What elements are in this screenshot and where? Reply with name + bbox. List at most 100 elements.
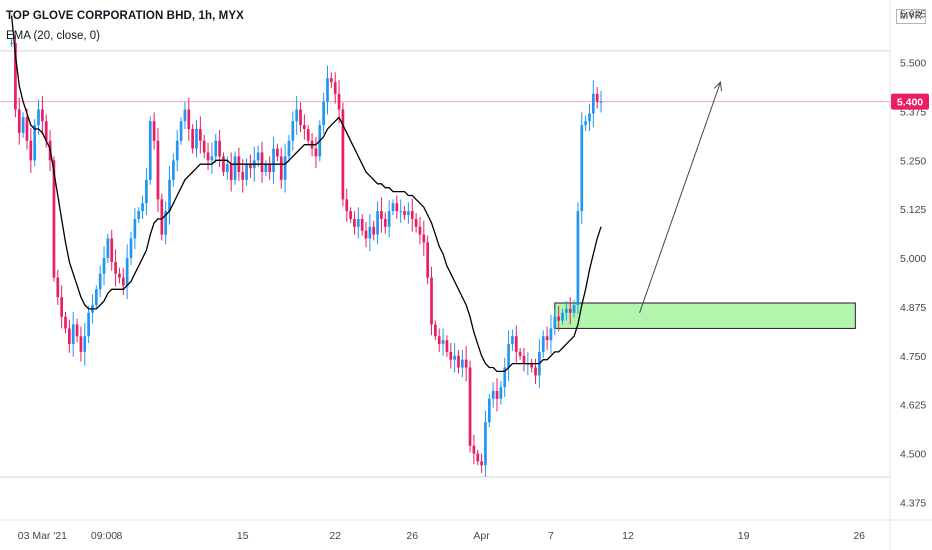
candle-42 [172,153,175,187]
candle-60 [241,159,245,193]
candle-43 [175,130,179,172]
symbol-title: TOP GLOVE CORPORATION BHD, 1h, MYX [6,10,244,22]
candle-140 [549,314,553,354]
last-price-label-bg [891,93,929,110]
candle-120 [472,434,476,465]
candle-113 [445,335,449,357]
x-tick-label: 12 [622,530,634,542]
candle-12 [56,269,60,305]
candle-130 [511,329,514,351]
candle-91 [360,214,364,236]
candle-50 [202,134,206,159]
ema-line [10,15,602,373]
candle-94 [372,220,376,241]
candle-89 [353,211,356,235]
candle-105 [414,213,418,233]
y-tick-label: 5.500 [900,58,926,70]
candle-69 [276,143,279,162]
candle-83 [329,72,333,88]
projection-arrow-line[interactable] [639,81,721,313]
candle-16 [71,311,75,357]
candle-18 [79,326,83,362]
chart-header: TOP GLOVE CORPORATION BHD, 1h, MYX EMA (… [6,10,244,42]
x-tick-label: 22 [329,530,341,542]
candle-5 [29,128,33,174]
projection-arrow-head [713,81,722,92]
candle-75 [299,102,302,132]
candle-145 [568,297,572,325]
candle-20 [87,305,90,344]
candle-90 [356,207,360,239]
last-price-label: 5.400 [897,97,923,109]
candle-22 [94,285,98,309]
candle-62 [249,154,252,178]
candle-112 [441,328,445,356]
candle-77 [306,125,310,145]
currency-badge[interactable]: MYR [895,9,926,24]
candle-54 [218,130,221,168]
y-tick-label: 4.500 [900,449,926,461]
candle-30 [125,244,129,300]
candle-127 [499,381,503,405]
candle-152 [595,86,599,109]
candle-111 [437,328,441,352]
candle-126 [495,378,499,412]
candle-106 [418,216,422,245]
candle-58 [233,151,237,185]
y-tick-label: 5.125 [900,204,926,216]
candle-103 [407,202,410,224]
x-tick-label: 09:00 [91,530,117,542]
candle-139 [545,326,549,350]
candle-55 [222,152,225,176]
candle-115 [453,343,456,373]
candle-70 [279,147,283,189]
candle-53 [214,133,218,164]
candle-117 [460,349,464,378]
x-tick-label: 7 [548,530,554,542]
candle-47 [191,124,194,154]
candle-87 [345,188,349,222]
candle-82 [326,65,329,115]
ema-study-label[interactable]: EMA (20, close, 0) [6,30,100,42]
candle-14 [64,311,67,334]
candle-45 [183,101,187,130]
candle-144 [565,301,568,321]
candle-layer [10,35,603,477]
candle-74 [295,95,299,135]
candle-98 [387,200,391,238]
candle-93 [368,214,372,252]
candle-52 [210,142,214,174]
candle-99 [391,199,395,216]
candle-136 [534,358,537,385]
candle-31 [129,231,133,265]
candle-51 [206,142,210,171]
candle-6 [33,119,37,167]
demand-zone-rect[interactable] [554,302,856,329]
candle-150 [588,103,591,131]
candle-34 [141,195,144,219]
candle-121 [476,449,480,466]
candle-57 [229,152,233,192]
candle-38 [156,128,160,213]
candle-110 [434,320,437,341]
candle-27 [114,249,117,287]
x-tick-label: 26 [853,530,865,542]
candle-32 [133,208,137,250]
candle-65 [260,141,264,183]
candle-39 [160,193,164,241]
candle-33 [137,207,141,223]
y-tick-label: 5.250 [900,155,926,167]
candle-124 [487,393,491,428]
candle-95 [376,201,379,245]
candle-36 [148,116,152,185]
y-tick-label: 4.875 [900,302,926,314]
candle-122 [480,453,483,474]
candle-24 [102,246,106,286]
candle-151 [591,80,595,128]
candle-85 [337,80,341,124]
candle-72 [287,134,291,163]
candle-41 [168,166,171,225]
x-tick-label: Apr [473,530,490,542]
